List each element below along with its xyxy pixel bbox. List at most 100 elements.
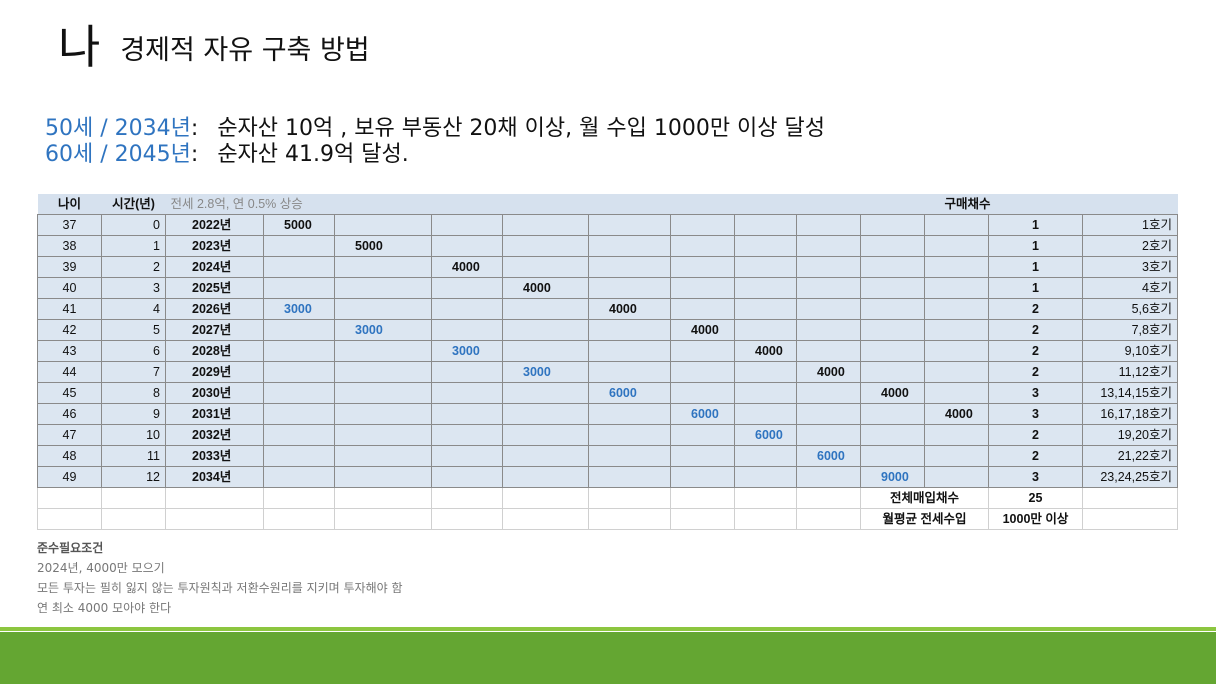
amount-cell xyxy=(263,319,335,341)
purchase-count-cell: 2 xyxy=(988,298,1083,320)
header-time: 시간(년) xyxy=(101,194,166,215)
amount-cell xyxy=(334,445,432,467)
table-row: 45 8 2030년 6000 4000 3 13,14,15호기 xyxy=(37,382,1178,404)
amount-cell xyxy=(502,319,589,341)
time-cell: 12 xyxy=(101,466,166,488)
amount-cell xyxy=(502,298,589,320)
amount-cell xyxy=(431,403,503,425)
age-cell: 41 xyxy=(37,298,102,320)
amount-cell xyxy=(334,382,432,404)
table-row: 44 7 2029년 3000 4000 2 11,12호기 xyxy=(37,361,1178,383)
amount-cell xyxy=(334,466,432,488)
amount-cell xyxy=(860,214,925,236)
time-cell: 2 xyxy=(101,256,166,278)
amount-cell: 4000 xyxy=(670,319,735,341)
amount-cell xyxy=(334,256,432,278)
amount-cell xyxy=(796,382,861,404)
unit-label-cell: 13,14,15호기 xyxy=(1082,382,1178,404)
unit-label-cell: 4호기 xyxy=(1082,277,1178,299)
amount-cell xyxy=(502,445,589,467)
amount-cell xyxy=(263,256,335,278)
amount-cell xyxy=(670,277,735,299)
age-cell: 45 xyxy=(37,382,102,404)
amount-cell: 3000 xyxy=(334,319,432,341)
amount-cell xyxy=(860,403,925,425)
amount-cell xyxy=(924,445,989,467)
amount-cell xyxy=(670,256,735,278)
unit-label-cell: 2호기 xyxy=(1082,235,1178,257)
table-row: 42 5 2027년 3000 4000 2 7,8호기 xyxy=(37,319,1178,341)
year-cell: 2027년 xyxy=(165,319,264,341)
amount-cell xyxy=(734,445,797,467)
amount-cell xyxy=(670,382,735,404)
amount-cell xyxy=(796,340,861,362)
amount-cell xyxy=(431,424,503,446)
amount-cell xyxy=(431,277,503,299)
goal-year: 2045년 xyxy=(114,142,191,167)
age-cell: 46 xyxy=(37,403,102,425)
amount-cell xyxy=(588,256,671,278)
goal-sep: / xyxy=(100,116,108,141)
amount-cell xyxy=(502,466,589,488)
amount-cell xyxy=(670,445,735,467)
header-count: 구매채수 xyxy=(924,194,1083,215)
requirements-notes: 준수필요조건 2024년, 4000만 모으기 모든 투자는 필히 잃지 않는 … xyxy=(37,538,403,618)
year-cell: 2024년 xyxy=(165,256,264,278)
goal-year: 2034년 xyxy=(114,116,191,141)
amount-cell xyxy=(924,424,989,446)
time-cell: 0 xyxy=(101,214,166,236)
amount-cell xyxy=(502,403,589,425)
amount-cell xyxy=(670,298,735,320)
purchase-count-cell: 2 xyxy=(988,445,1083,467)
amount-cell xyxy=(588,445,671,467)
amount-cell: 9000 xyxy=(860,466,925,488)
amount-cell xyxy=(734,214,797,236)
amount-cell: 6000 xyxy=(734,424,797,446)
amount-cell xyxy=(431,319,503,341)
time-cell: 4 xyxy=(101,298,166,320)
purchase-count-cell: 2 xyxy=(988,361,1083,383)
table-row: 49 12 2034년 9000 3 23,24,25호기 xyxy=(37,466,1178,488)
amount-cell xyxy=(860,235,925,257)
amount-cell xyxy=(263,340,335,362)
amount-cell xyxy=(263,382,335,404)
goal-line-2: 60세 / 2045년: 순자산 41.9억 달성. xyxy=(45,143,409,167)
amount-cell xyxy=(334,361,432,383)
amount-cell: 4000 xyxy=(860,382,925,404)
table-row: 48 11 2033년 6000 2 21,22호기 xyxy=(37,445,1178,467)
unit-label-cell: 19,20호기 xyxy=(1082,424,1178,446)
unit-label-cell: 23,24,25호기 xyxy=(1082,466,1178,488)
amount-cell xyxy=(670,235,735,257)
goal-colon: : xyxy=(190,116,199,141)
age-cell: 47 xyxy=(37,424,102,446)
amount-cell xyxy=(670,361,735,383)
amount-cell xyxy=(431,382,503,404)
amount-cell xyxy=(431,298,503,320)
amount-cell xyxy=(502,424,589,446)
amount-cell xyxy=(860,445,925,467)
time-cell: 11 xyxy=(101,445,166,467)
purchase-count-cell: 3 xyxy=(988,382,1083,404)
amount-cell xyxy=(734,277,797,299)
purchase-count-cell: 1 xyxy=(988,256,1083,278)
amount-cell xyxy=(796,466,861,488)
year-cell: 2028년 xyxy=(165,340,264,362)
header-age: 나이 xyxy=(37,194,102,215)
amount-cell xyxy=(588,214,671,236)
amount-cell: 4000 xyxy=(588,298,671,320)
goal-colon: : xyxy=(190,142,199,167)
amount-cell xyxy=(263,424,335,446)
table-row: 41 4 2026년 3000 4000 2 5,6호기 xyxy=(37,298,1178,320)
year-cell: 2023년 xyxy=(165,235,264,257)
amount-cell xyxy=(588,277,671,299)
amount-cell xyxy=(334,424,432,446)
amount-cell xyxy=(502,256,589,278)
year-cell: 2025년 xyxy=(165,277,264,299)
amount-cell: 3000 xyxy=(431,340,503,362)
amount-cell xyxy=(588,424,671,446)
purchase-count-cell: 1 xyxy=(988,235,1083,257)
amount-cell xyxy=(924,340,989,362)
amount-cell xyxy=(924,466,989,488)
amount-cell xyxy=(860,298,925,320)
amount-cell xyxy=(334,403,432,425)
